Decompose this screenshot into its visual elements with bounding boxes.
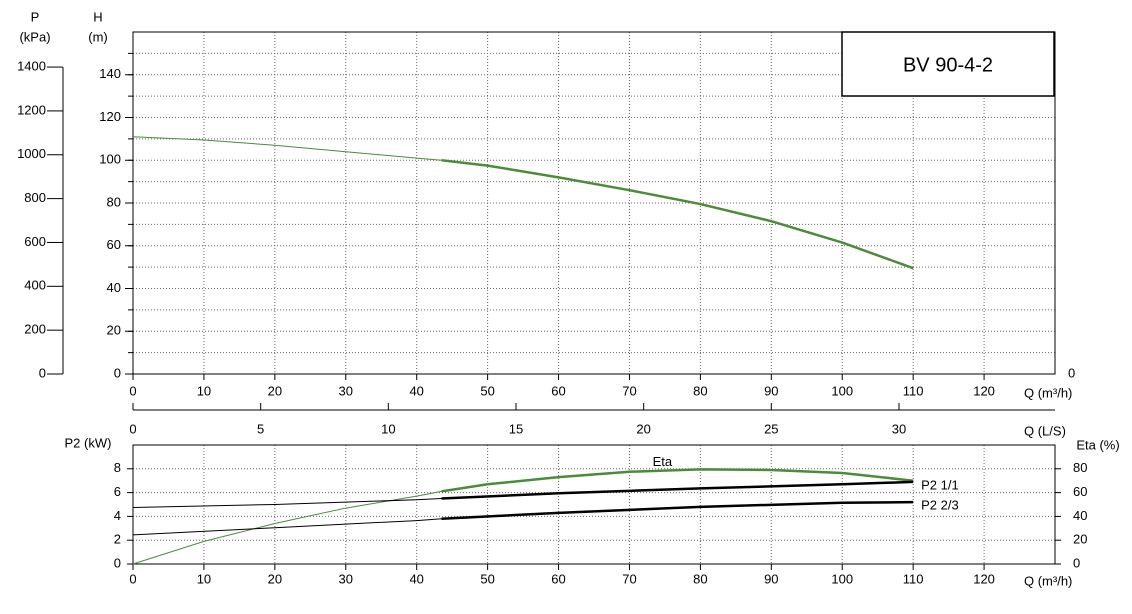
p-tick-label: 1400	[17, 59, 46, 74]
y-axis-label: H	[93, 9, 102, 24]
y2-tick-label: 60	[1073, 484, 1087, 499]
y-tick-label: 4	[114, 508, 121, 523]
x-tick-label: 110	[903, 571, 924, 586]
x-tick-label: 50	[480, 571, 494, 586]
x-tick-label: 20	[268, 383, 282, 398]
x2-tick-label: 20	[636, 421, 650, 436]
x-tick-label: 80	[693, 383, 707, 398]
model-label: BV 90-4-2	[903, 54, 993, 76]
y-tick-label: 0	[114, 365, 121, 380]
x-tick-label: 70	[622, 571, 636, 586]
model-box	[841, 31, 1055, 97]
p-tick-label: 1200	[17, 102, 46, 117]
x-tick-label: 90	[764, 383, 778, 398]
curve-operating-range	[441, 468, 914, 493]
y-tick-label: 80	[107, 194, 121, 209]
p-tick-label: 600	[24, 234, 46, 249]
x-tick-label: 100	[831, 571, 853, 586]
y-axis-label: P2 (kW)	[65, 435, 112, 450]
x-tick-label: 30	[339, 571, 353, 586]
x-tick-label: 120	[973, 383, 995, 398]
y-tick-label: 140	[99, 66, 121, 81]
x-axis-label: Q (m³/h)	[1024, 573, 1072, 588]
x-tick-label: 120	[973, 571, 995, 586]
series-label: Eta	[653, 454, 673, 469]
curve-operating-range	[441, 159, 914, 270]
plot-frame	[132, 444, 1056, 565]
y2-tick-label: 0	[1073, 555, 1080, 570]
y-tick-label: 8	[114, 460, 121, 475]
y2-tick-label: 40	[1073, 508, 1087, 523]
y-tick-label: 40	[107, 280, 121, 295]
x-tick-label: 40	[409, 383, 423, 398]
x2-tick-label: 15	[509, 421, 523, 436]
series-label: P2 1/1	[921, 477, 959, 492]
p-tick-label: 0	[39, 365, 46, 380]
y2-tick-label: 20	[1073, 532, 1087, 547]
x-tick-label: 30	[339, 383, 353, 398]
curve-operating-range	[441, 480, 914, 500]
right-tick-label: 0	[1068, 365, 1075, 380]
x-tick-label: 110	[903, 383, 924, 398]
x-tick-label: 10	[197, 571, 211, 586]
p-tick-label: 1000	[17, 146, 46, 161]
x-tick-label: 90	[764, 571, 778, 586]
x-tick-label: 40	[409, 571, 423, 586]
curve-operating-range	[441, 500, 914, 521]
x2-tick-label: 25	[764, 421, 778, 436]
y2-axis-label: Eta (%)	[1076, 437, 1119, 452]
y-tick-label: 100	[99, 152, 121, 167]
y-tick-label: 120	[99, 109, 121, 124]
p-tick-label: 400	[24, 278, 46, 293]
x-tick-label: 60	[551, 571, 565, 586]
y-axis-unit: (m)	[88, 29, 108, 44]
y-tick-label: 0	[114, 555, 121, 570]
y-tick-label: 6	[114, 484, 121, 499]
p-tick-label: 800	[24, 190, 46, 205]
x-axis-label: Q (m³/h)	[1024, 385, 1072, 400]
x-tick-label: 80	[693, 571, 707, 586]
x-tick-label: 0	[129, 383, 136, 398]
x-tick-label: 100	[831, 383, 853, 398]
x2-tick-label: 30	[892, 421, 906, 436]
x-tick-label: 10	[197, 383, 211, 398]
x-tick-label: 50	[480, 383, 494, 398]
x2-tick-label: 10	[381, 421, 395, 436]
p-axis-label: P	[31, 9, 40, 24]
x-tick-label: 20	[268, 571, 282, 586]
y2-tick-label: 80	[1073, 460, 1087, 475]
series-label: P2 2/3	[921, 498, 959, 513]
x-tick-label: 60	[551, 383, 565, 398]
curve	[132, 136, 914, 269]
x2-tick-label: 0	[129, 421, 136, 436]
y-tick-label: 20	[107, 323, 121, 338]
x2-axis-label: Q (L/S)	[1024, 423, 1066, 438]
p-axis-unit: (kPa)	[19, 29, 50, 44]
p-tick-label: 200	[24, 322, 46, 337]
y-tick-label: 60	[107, 237, 121, 252]
x-tick-label: 70	[622, 383, 636, 398]
x-tick-label: 0	[129, 571, 136, 586]
x2-tick-label: 5	[257, 421, 264, 436]
y-tick-label: 2	[114, 532, 121, 547]
